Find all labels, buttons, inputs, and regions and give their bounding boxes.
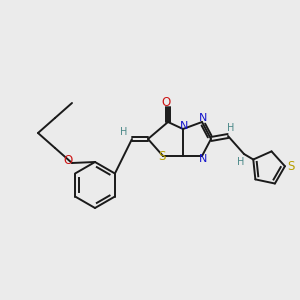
Text: N: N	[199, 154, 207, 164]
Text: H: H	[237, 157, 245, 167]
Text: S: S	[287, 160, 295, 173]
Text: O: O	[161, 97, 171, 110]
Text: H: H	[120, 127, 128, 137]
Text: N: N	[180, 121, 188, 131]
Text: O: O	[63, 154, 73, 166]
Text: H: H	[227, 123, 235, 133]
Text: N: N	[199, 113, 207, 123]
Text: S: S	[158, 151, 166, 164]
